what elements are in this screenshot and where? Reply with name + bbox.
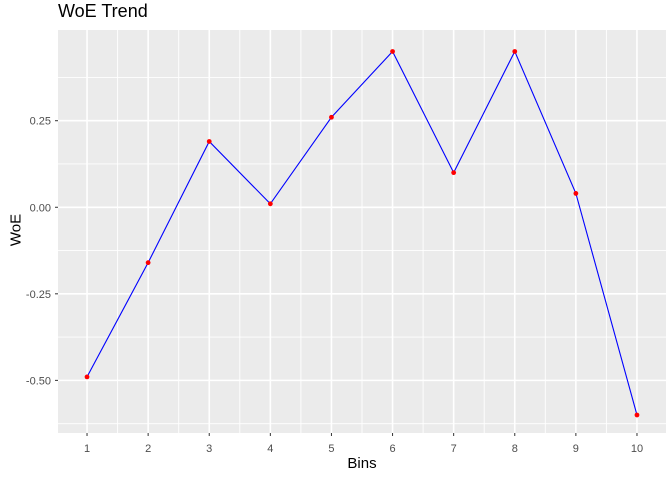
x-tick-label: 7: [451, 443, 457, 455]
x-tick-label: 1: [84, 443, 90, 455]
x-tick-label: 6: [389, 443, 395, 455]
data-point: [206, 139, 212, 144]
data-point: [390, 49, 395, 54]
x-axis-title: Bins: [347, 455, 377, 472]
y-tick-label: 0.25: [30, 116, 51, 128]
chart-title: WoE Trend: [58, 1, 148, 21]
y-tick-label: -0.50: [26, 375, 51, 387]
data-point: [512, 49, 518, 54]
x-tick-label: 10: [631, 443, 643, 455]
y-tick-label: -0.25: [26, 289, 51, 301]
data-point: [329, 114, 334, 120]
y-tick-label: 0.00: [30, 202, 51, 214]
x-tick-label: 4: [267, 443, 273, 455]
data-point: [573, 191, 579, 196]
data-point: [267, 201, 273, 207]
data-point: [634, 412, 640, 418]
data-point: [451, 170, 457, 176]
x-tick-label: 5: [328, 443, 334, 455]
data-point: [84, 374, 90, 380]
trend-line: [86, 50, 638, 416]
x-tick-label: 8: [512, 443, 518, 455]
x-tick-label: 9: [573, 443, 579, 455]
x-tick-label: 2: [145, 443, 151, 455]
x-tick-label: 3: [206, 443, 212, 455]
data-point: [145, 260, 151, 266]
